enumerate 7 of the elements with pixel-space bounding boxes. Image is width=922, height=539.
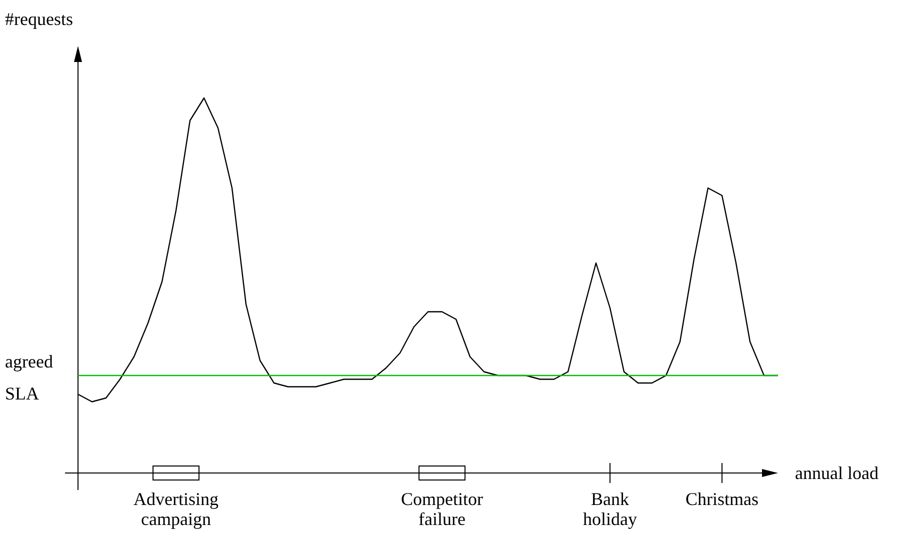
x-tick-label: Advertising campaign [134, 489, 218, 529]
x-tick-label: Christmas [685, 489, 759, 509]
x-tick-label: Competitor failure [401, 489, 483, 529]
x-tick-label: Bank holiday [583, 489, 637, 529]
x-axis-title: annual load [795, 463, 878, 483]
series-label: agreed SLA [5, 352, 53, 404]
y-axis-title: #requests [5, 9, 73, 29]
